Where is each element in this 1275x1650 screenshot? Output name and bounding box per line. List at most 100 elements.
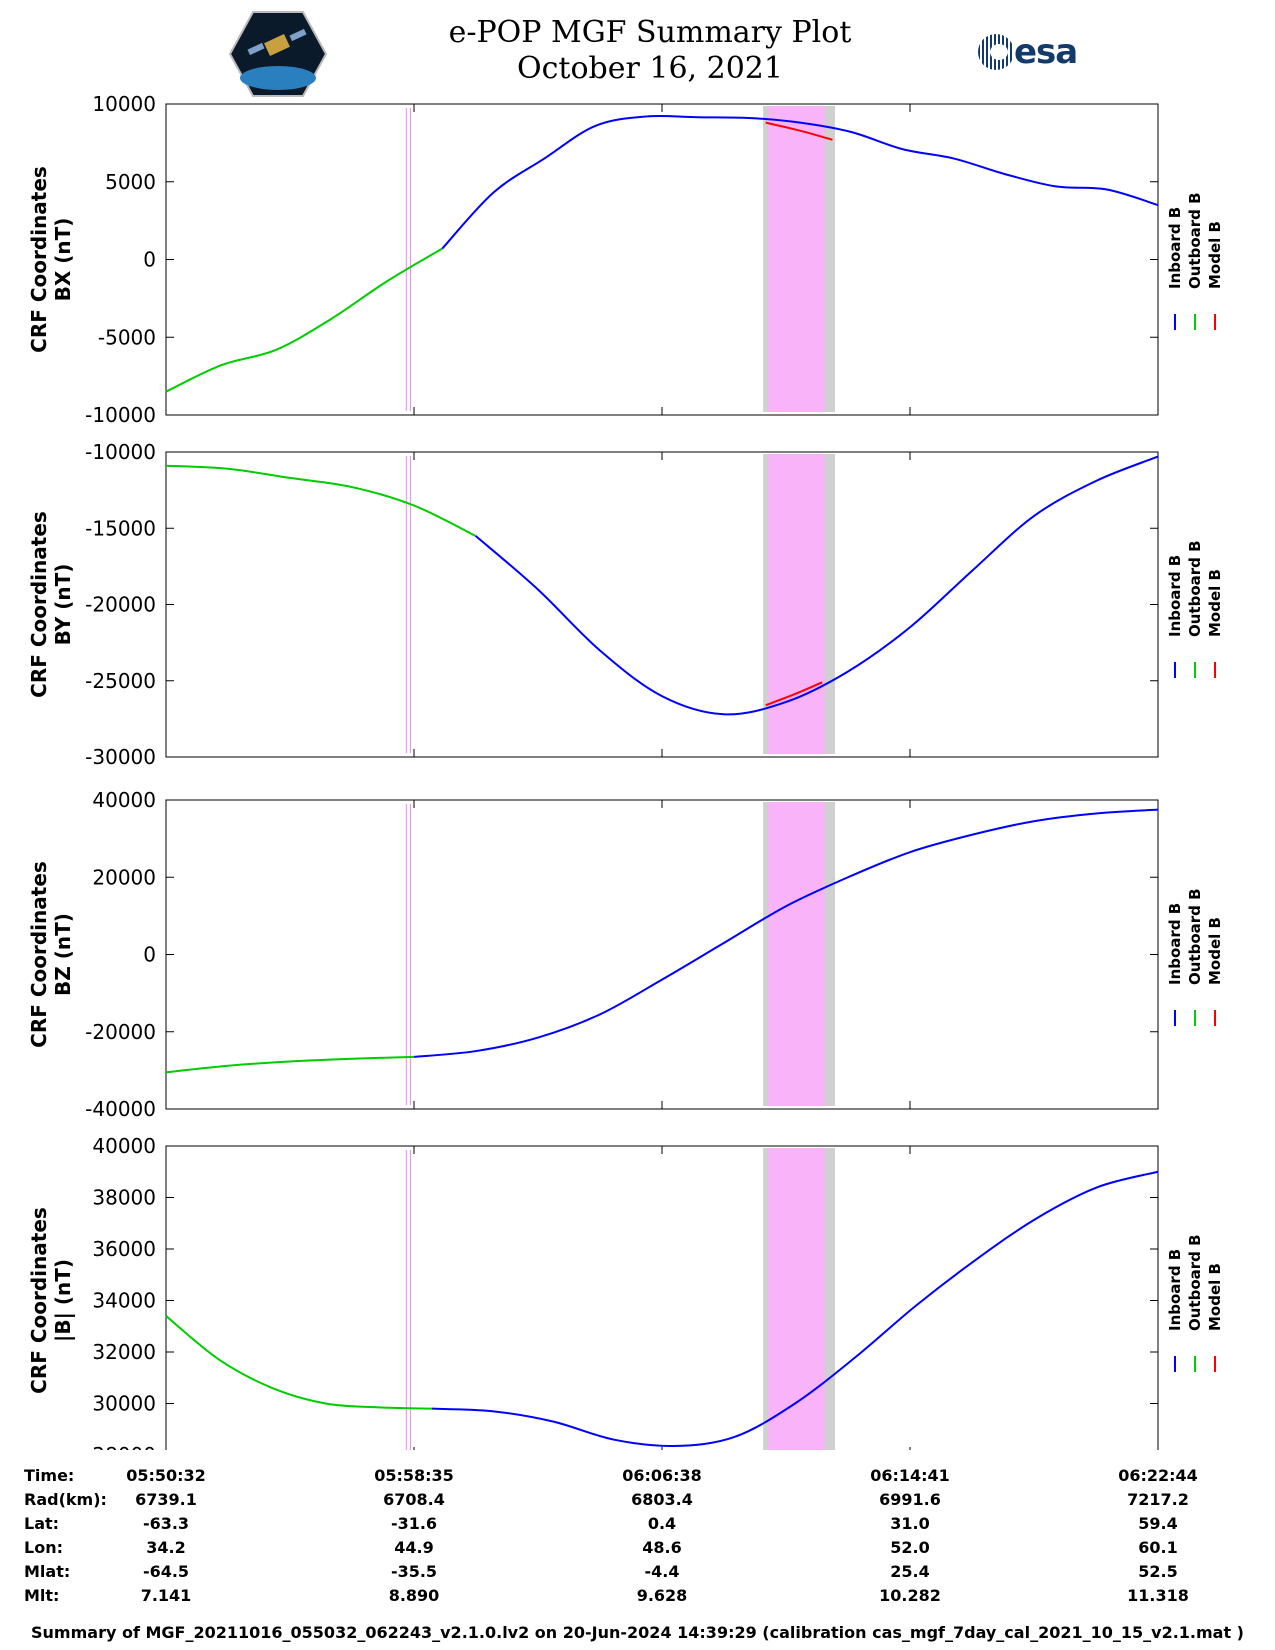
ytick-label-3-4: 32000 <box>92 1340 156 1364</box>
info-value: -4.4 <box>644 1562 680 1581</box>
ytick-label-3-6: 28000 <box>92 1443 156 1450</box>
esa-logo-text: esa <box>1014 32 1078 72</box>
plot-frame-0 <box>165 103 1159 416</box>
ytick-label-2-2: 0 <box>143 943 156 967</box>
info-value: -35.5 <box>390 1562 438 1581</box>
info-row: Rad(km): 6739.1 6708.4 6803.4 6991.6 7217.2 <box>0 1490 1275 1514</box>
ytick-label-0-2: 0 <box>143 248 156 272</box>
ylabel-line1-0: CRF Coordinates <box>27 166 51 353</box>
info-value: 0.4 <box>647 1514 677 1533</box>
info-label: Time: <box>24 1466 75 1485</box>
ytick-label-0-0: 10000 <box>92 92 156 116</box>
esa-logo-hole <box>990 44 1008 60</box>
info-value: 6803.4 <box>631 1490 693 1509</box>
info-label: Lon: <box>24 1538 63 1557</box>
series-outboard-b-1 <box>165 464 477 537</box>
info-label: Rad(km): <box>24 1490 107 1509</box>
ytick-label-3-5: 30000 <box>92 1392 156 1416</box>
info-value: 52.0 <box>890 1538 930 1557</box>
ylabel-line2-0: BX (nT) <box>51 218 75 302</box>
ytick-label-0-4: -10000 <box>85 403 156 427</box>
ytick-label-2-1: 20000 <box>92 865 156 889</box>
info-value: 7217.2 <box>1127 1490 1189 1509</box>
legend-label-0-2: Model B <box>1206 221 1224 289</box>
ylabel-line2-1: BY (nT) <box>51 564 75 646</box>
info-value: 6991.6 <box>879 1490 941 1509</box>
info-value: 60.1 <box>1138 1538 1178 1557</box>
series-inboard-b-1 <box>474 455 1159 716</box>
legend-label-2-0: Inboard B <box>1166 903 1184 985</box>
ylabel-line1-1: CRF Coordinates <box>27 511 51 698</box>
legend-label-0-0: Inboard B <box>1166 207 1184 289</box>
ylabel-line1-3: CRF Coordinates <box>27 1207 51 1394</box>
legend-label-1-2: Model B <box>1206 569 1224 637</box>
info-row: Lon: 34.2 44.9 48.6 52.0 60.1 <box>0 1538 1275 1562</box>
magenta-band-2 <box>768 802 825 1106</box>
plot-frame-3 <box>165 1145 1159 1450</box>
info-row: Time: 05:50:32 05:58:35 06:06:38 06:14:41 06:… <box>0 1466 1275 1490</box>
info-value: 48.6 <box>642 1538 682 1557</box>
cassiope-logo <box>228 11 328 97</box>
ytick-label-3-1: 38000 <box>92 1186 156 1210</box>
info-value: 59.4 <box>1138 1514 1178 1533</box>
series-model-b-1 <box>765 681 823 707</box>
series-model-b-0 <box>765 121 833 141</box>
series-outboard-b-3 <box>165 1315 432 1410</box>
ytick-label-3-3: 34000 <box>92 1289 156 1313</box>
info-value: 34.2 <box>146 1538 186 1557</box>
magenta-band-1 <box>768 454 825 754</box>
info-value: 7.141 <box>140 1586 192 1605</box>
ytick-label-2-3: -20000 <box>85 1020 156 1044</box>
plot-date: October 16, 2021 <box>517 51 783 86</box>
series-inboard-b-0 <box>441 114 1159 250</box>
legend-label-0-1: Outboard B <box>1186 192 1204 289</box>
ytick-label-0-1: 5000 <box>105 170 156 194</box>
info-value: 06:14:41 <box>870 1466 950 1485</box>
ytick-label-1-3: -25000 <box>85 669 156 693</box>
series-outboard-b-2 <box>165 1055 415 1074</box>
info-label: Lat: <box>24 1514 60 1533</box>
legend-label-3-1: Outboard B <box>1186 1234 1204 1331</box>
info-value: 44.9 <box>394 1538 434 1557</box>
info-value: 6739.1 <box>135 1490 197 1509</box>
footer-summary: Summary of MGF_20211016_055032_062243_v2… <box>31 1623 1244 1642</box>
info-value: 10.282 <box>879 1586 941 1605</box>
info-label: Mlat: <box>24 1562 71 1581</box>
info-value: 9.628 <box>636 1586 688 1605</box>
magenta-band-3 <box>768 1148 825 1450</box>
legend-label-2-1: Outboard B <box>1186 888 1204 985</box>
series-inboard-b-2 <box>413 808 1159 1058</box>
legend-label-1-0: Inboard B <box>1166 555 1184 637</box>
plot-title: e-POP MGF Summary Plot <box>448 15 852 50</box>
series-outboard-b-0 <box>165 247 443 393</box>
info-row: Mlt: 7.141 8.890 9.628 10.282 11.318 <box>0 1586 1275 1610</box>
legend-label-2-2: Model B <box>1206 917 1224 985</box>
ytick-label-2-0: 40000 <box>92 788 156 812</box>
info-value: -63.3 <box>142 1514 190 1533</box>
info-value: -31.6 <box>390 1514 438 1533</box>
plot-frame-2 <box>165 799 1159 1110</box>
ylabel-line2-2: BZ (nT) <box>51 913 75 996</box>
ytick-label-1-4: -30000 <box>85 745 156 769</box>
info-value: 31.0 <box>890 1514 930 1533</box>
info-value: 25.4 <box>890 1562 930 1581</box>
info-value: 8.890 <box>388 1586 440 1605</box>
ylabel-line1-2: CRF Coordinates <box>27 861 51 1048</box>
info-value: 05:50:32 <box>126 1466 206 1485</box>
info-value: 06:22:44 <box>1118 1466 1198 1485</box>
series-inboard-b-3 <box>431 1170 1159 1448</box>
legend-label-3-2: Model B <box>1206 1263 1224 1331</box>
ytick-label-1-0: -10000 <box>85 440 156 464</box>
ytick-label-2-4: -40000 <box>85 1097 156 1121</box>
magenta-band-0 <box>768 106 825 412</box>
info-row: Lat: -63.3 -31.6 0.4 31.0 59.4 <box>0 1514 1275 1538</box>
ylabel-line2-3: |B| (nT) <box>51 1259 75 1342</box>
info-label: Mlt: <box>24 1586 60 1605</box>
ytick-label-0-3: -5000 <box>98 325 156 349</box>
info-value: 6708.4 <box>383 1490 445 1509</box>
ytick-label-1-1: -15000 <box>85 516 156 540</box>
ytick-label-1-2: -20000 <box>85 593 156 617</box>
plot-frame-1 <box>165 451 1159 758</box>
legend-label-1-1: Outboard B <box>1186 540 1204 637</box>
